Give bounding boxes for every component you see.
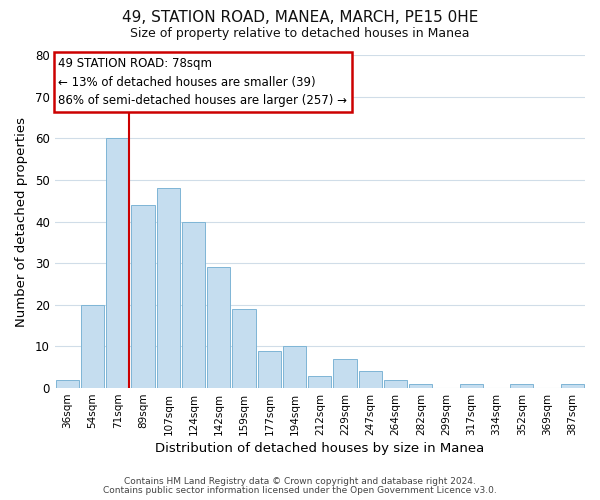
Bar <box>182 222 205 388</box>
Text: Contains public sector information licensed under the Open Government Licence v3: Contains public sector information licen… <box>103 486 497 495</box>
Bar <box>460 384 483 388</box>
Bar <box>131 205 155 388</box>
Text: Contains HM Land Registry data © Crown copyright and database right 2024.: Contains HM Land Registry data © Crown c… <box>124 478 476 486</box>
Bar <box>157 188 180 388</box>
Y-axis label: Number of detached properties: Number of detached properties <box>15 116 28 326</box>
X-axis label: Distribution of detached houses by size in Manea: Distribution of detached houses by size … <box>155 442 484 455</box>
Bar <box>384 380 407 388</box>
Bar <box>106 138 130 388</box>
Text: Size of property relative to detached houses in Manea: Size of property relative to detached ho… <box>130 28 470 40</box>
Bar <box>56 380 79 388</box>
Bar <box>359 372 382 388</box>
Bar <box>334 359 357 388</box>
Bar <box>207 268 230 388</box>
Bar <box>81 305 104 388</box>
Bar <box>510 384 533 388</box>
Bar <box>232 309 256 388</box>
Text: 49 STATION ROAD: 78sqm
← 13% of detached houses are smaller (39)
86% of semi-det: 49 STATION ROAD: 78sqm ← 13% of detached… <box>58 57 347 107</box>
Text: 49, STATION ROAD, MANEA, MARCH, PE15 0HE: 49, STATION ROAD, MANEA, MARCH, PE15 0HE <box>122 10 478 25</box>
Bar <box>308 376 331 388</box>
Bar <box>409 384 433 388</box>
Bar <box>561 384 584 388</box>
Bar <box>258 350 281 388</box>
Bar <box>283 346 306 388</box>
